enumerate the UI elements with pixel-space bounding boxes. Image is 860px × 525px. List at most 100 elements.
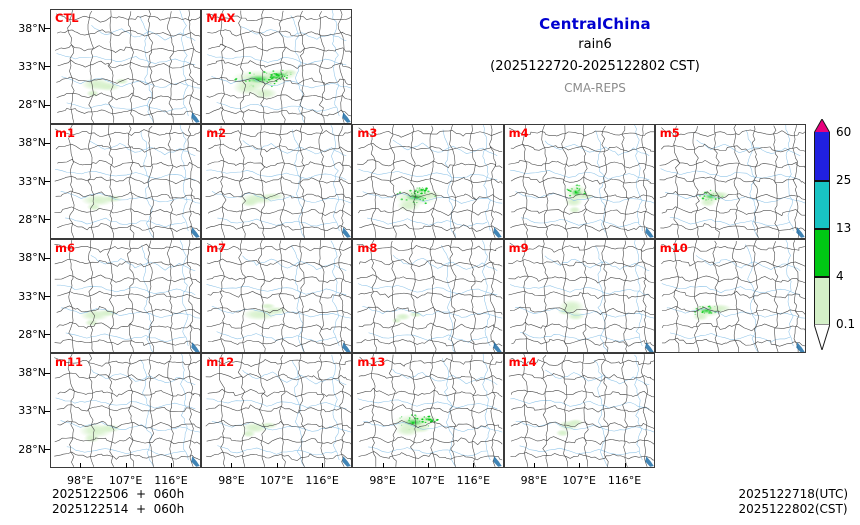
province-border [359, 291, 503, 298]
province-border [148, 240, 154, 352]
map-panel-m8[interactable]: m8 [352, 238, 504, 354]
map-panel-m11[interactable]: m11 [50, 353, 202, 469]
y-axis-tick [44, 104, 50, 106]
precip-core [701, 305, 704, 308]
map-panel-m14[interactable]: m14 [503, 353, 655, 469]
colorbar-label-4: 4 [836, 269, 844, 283]
precip-core [431, 420, 434, 423]
province-border [357, 176, 502, 183]
province-border [360, 437, 503, 445]
province-border [360, 357, 503, 366]
province-border [522, 354, 528, 467]
map-panel-m4[interactable]: m4 [503, 123, 655, 239]
province-border [510, 453, 654, 461]
province-border [508, 259, 654, 266]
title-region: CentralChina [539, 15, 651, 33]
map-panel-m2[interactable]: m2 [201, 123, 353, 239]
precip-core [576, 187, 579, 189]
precip-core [263, 71, 266, 73]
colorbar-label-25: 25 [836, 173, 852, 187]
river-line [218, 446, 337, 455]
province-border [57, 421, 200, 428]
province-border [206, 107, 351, 116]
map-panel-m3[interactable]: m3 [352, 123, 504, 239]
precip-core [425, 187, 429, 190]
coast-water [796, 341, 805, 353]
map-canvas [202, 10, 351, 123]
province-border [57, 291, 200, 298]
x-axis-label: 116°E [456, 474, 491, 488]
province-border [662, 207, 805, 216]
province-border [693, 126, 699, 238]
province-border [260, 125, 264, 238]
province-border [167, 240, 173, 353]
figure-title-block: CentralChina rain6 (2025122720-202512280… [440, 14, 750, 98]
province-border [128, 125, 134, 237]
map-panel-m9[interactable]: m9 [503, 238, 655, 354]
province-border [542, 240, 548, 353]
precip-blob [251, 87, 278, 100]
province-border [601, 354, 608, 467]
river-line [393, 370, 498, 386]
river-line [595, 130, 607, 237]
precip-core [709, 189, 712, 191]
map-panel-ctl[interactable]: CTL [50, 9, 202, 124]
precip-core [253, 73, 255, 75]
river-line [521, 218, 639, 227]
precip-core [698, 195, 701, 197]
river-line [515, 307, 654, 318]
precip-core [577, 189, 580, 191]
map-canvas [51, 125, 200, 238]
precip-core [427, 416, 430, 418]
province-border [220, 126, 226, 238]
province-border [299, 11, 306, 123]
river-line [594, 360, 608, 467]
province-border [299, 125, 304, 238]
province-border [69, 125, 75, 238]
colorbar-over-arrow [813, 117, 831, 134]
precip-core [280, 76, 283, 78]
map-canvas [51, 10, 200, 123]
province-border [68, 354, 74, 467]
y-axis-label: 28°N [18, 327, 46, 341]
province-border [541, 356, 547, 468]
map-panel-m1[interactable]: m1 [50, 123, 202, 239]
map-panel-m12[interactable]: m12 [201, 353, 353, 469]
province-border [522, 240, 528, 353]
province-border [450, 125, 456, 238]
map-canvas [353, 125, 502, 238]
map-canvas [505, 125, 654, 238]
province-border [360, 259, 503, 267]
map-panel-m7[interactable]: m7 [201, 238, 353, 354]
province-border [208, 290, 352, 298]
province-border [621, 354, 627, 467]
map-panel-max[interactable]: MAX [201, 9, 353, 124]
map-panel-m5[interactable]: m5 [654, 123, 806, 239]
river-line [243, 255, 347, 270]
province-border [372, 354, 376, 467]
river-line [62, 77, 201, 89]
map-canvas [656, 240, 805, 353]
river-line [545, 141, 649, 156]
province-border [509, 128, 654, 136]
precip-core [422, 186, 424, 188]
river-line [634, 355, 642, 460]
precip-core [697, 309, 700, 311]
footer-right-line1: 2025122718(UTC) [738, 487, 849, 501]
river-line [662, 283, 800, 294]
province-border [431, 354, 436, 467]
map-panel-m10[interactable]: m10 [654, 238, 806, 354]
x-axis-label: 98°E [520, 474, 548, 488]
map-panel-m13[interactable]: m13 [352, 353, 504, 469]
precip-core [277, 74, 281, 77]
province-border [659, 175, 805, 183]
province-border [209, 144, 352, 152]
x-axis-tick [276, 463, 278, 469]
province-border [206, 453, 351, 461]
province-border [511, 422, 654, 429]
map-panel-m6[interactable]: m6 [50, 238, 202, 354]
y-axis-tick [44, 181, 50, 183]
province-border [57, 93, 201, 100]
map-canvas [353, 354, 503, 468]
province-border [358, 160, 503, 168]
